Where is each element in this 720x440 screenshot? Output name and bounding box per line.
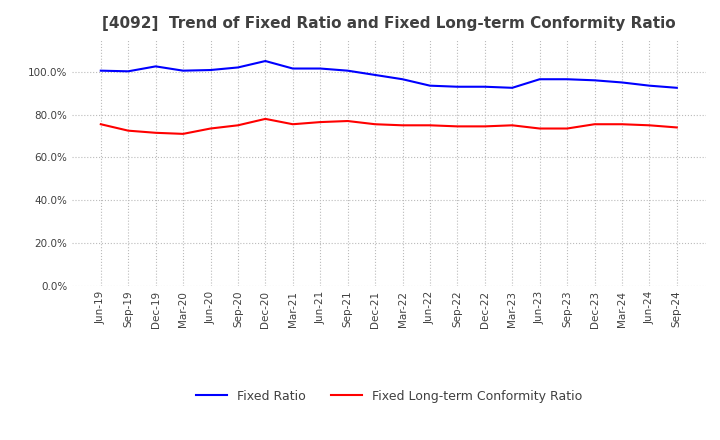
Fixed Long-term Conformity Ratio	[426, 123, 434, 128]
Fixed Long-term Conformity Ratio	[289, 121, 297, 127]
Fixed Long-term Conformity Ratio	[151, 130, 160, 136]
Fixed Ratio	[261, 59, 270, 64]
Fixed Ratio	[536, 77, 544, 82]
Fixed Ratio	[371, 72, 379, 77]
Fixed Ratio	[289, 66, 297, 71]
Fixed Ratio	[453, 84, 462, 89]
Fixed Long-term Conformity Ratio	[480, 124, 489, 129]
Fixed Ratio	[343, 68, 352, 73]
Fixed Long-term Conformity Ratio	[563, 126, 572, 131]
Title: [4092]  Trend of Fixed Ratio and Fixed Long-term Conformity Ratio: [4092] Trend of Fixed Ratio and Fixed Lo…	[102, 16, 675, 32]
Fixed Ratio	[124, 69, 132, 74]
Fixed Ratio	[645, 83, 654, 88]
Fixed Ratio	[179, 68, 187, 73]
Line: Fixed Long-term Conformity Ratio: Fixed Long-term Conformity Ratio	[101, 119, 677, 134]
Fixed Long-term Conformity Ratio	[508, 123, 516, 128]
Fixed Ratio	[618, 80, 626, 85]
Fixed Ratio	[508, 85, 516, 91]
Fixed Ratio	[563, 77, 572, 82]
Fixed Long-term Conformity Ratio	[179, 131, 187, 136]
Fixed Ratio	[233, 65, 242, 70]
Fixed Long-term Conformity Ratio	[233, 123, 242, 128]
Fixed Long-term Conformity Ratio	[453, 124, 462, 129]
Fixed Ratio	[316, 66, 325, 71]
Fixed Long-term Conformity Ratio	[645, 123, 654, 128]
Fixed Long-term Conformity Ratio	[124, 128, 132, 133]
Fixed Ratio	[398, 77, 407, 82]
Fixed Long-term Conformity Ratio	[618, 121, 626, 127]
Fixed Ratio	[206, 67, 215, 73]
Fixed Long-term Conformity Ratio	[398, 123, 407, 128]
Legend: Fixed Ratio, Fixed Long-term Conformity Ratio: Fixed Ratio, Fixed Long-term Conformity …	[191, 385, 587, 408]
Fixed Long-term Conformity Ratio	[96, 121, 105, 127]
Fixed Long-term Conformity Ratio	[371, 121, 379, 127]
Fixed Ratio	[480, 84, 489, 89]
Fixed Ratio	[151, 64, 160, 69]
Fixed Long-term Conformity Ratio	[206, 126, 215, 131]
Fixed Long-term Conformity Ratio	[316, 119, 325, 125]
Fixed Ratio	[672, 85, 681, 91]
Fixed Long-term Conformity Ratio	[261, 116, 270, 121]
Fixed Long-term Conformity Ratio	[590, 121, 599, 127]
Line: Fixed Ratio: Fixed Ratio	[101, 61, 677, 88]
Fixed Ratio	[590, 78, 599, 83]
Fixed Long-term Conformity Ratio	[672, 125, 681, 130]
Fixed Ratio	[426, 83, 434, 88]
Fixed Long-term Conformity Ratio	[343, 118, 352, 124]
Fixed Long-term Conformity Ratio	[536, 126, 544, 131]
Fixed Ratio	[96, 68, 105, 73]
